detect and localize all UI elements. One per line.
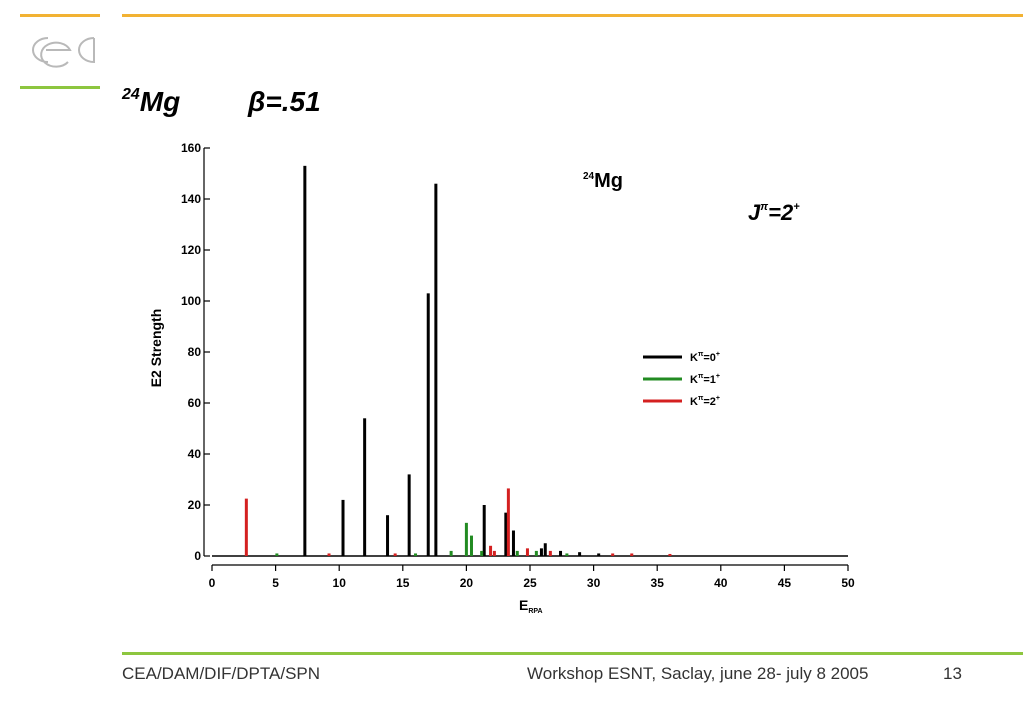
bar-0 bbox=[482, 505, 486, 556]
title-element: Mg bbox=[139, 86, 181, 117]
y-tick-label: 0 bbox=[194, 549, 201, 563]
bar-2 bbox=[489, 545, 493, 556]
y-tick-label: 40 bbox=[188, 447, 202, 461]
slide-title-beta: β=.51 bbox=[248, 86, 321, 117]
legend-value: =2 bbox=[703, 396, 716, 408]
footer-event: Workshop ESNT, Saclay, june 28- july 8 2… bbox=[527, 664, 869, 683]
x-axis-label: ERPA bbox=[519, 597, 543, 615]
top-left-rule bbox=[20, 14, 100, 17]
x-tick-label: 25 bbox=[523, 576, 537, 590]
slide-title-nucleus: 24Mg bbox=[122, 86, 180, 118]
x-tick-label: 20 bbox=[460, 576, 474, 590]
bar-0 bbox=[386, 515, 390, 556]
bar-2 bbox=[525, 548, 529, 556]
x-tick-label: 40 bbox=[714, 576, 728, 590]
title-mass-number: 24 bbox=[122, 86, 140, 103]
chart-annotation-nucleus: 24Mg bbox=[583, 170, 623, 192]
chart-annotation-jpi: Jπ=2+ bbox=[748, 200, 800, 225]
bar-2 bbox=[506, 488, 510, 556]
page-number: 13 bbox=[943, 664, 962, 683]
legend-label: Kπ=1+ bbox=[690, 373, 720, 386]
x-axis-label-sub: RPA bbox=[528, 608, 542, 615]
legend-parity: + bbox=[716, 351, 720, 358]
y-axis-label: E2 Strength bbox=[148, 309, 164, 388]
bar-1 bbox=[464, 522, 468, 556]
y-tick-label: 140 bbox=[181, 192, 201, 206]
bar-1 bbox=[480, 550, 484, 556]
x-tick-label: 45 bbox=[778, 576, 792, 590]
bar-2 bbox=[611, 553, 615, 556]
bar-2 bbox=[327, 553, 331, 556]
bar-0 bbox=[504, 512, 508, 556]
legend-sup: π bbox=[698, 351, 704, 358]
legend-label: Kπ=0+ bbox=[690, 351, 720, 364]
x-tick-label: 5 bbox=[272, 576, 279, 590]
bar-0 bbox=[543, 543, 547, 556]
y-tick-label: 80 bbox=[188, 345, 202, 359]
legend-sup: π bbox=[698, 395, 704, 402]
bar-0 bbox=[578, 552, 582, 556]
legend-name: K bbox=[690, 352, 698, 364]
bar-0 bbox=[559, 550, 563, 556]
bar-2 bbox=[630, 553, 634, 556]
footer-rule bbox=[122, 652, 1023, 655]
bar-1 bbox=[275, 553, 279, 556]
bar-0 bbox=[511, 530, 515, 556]
footer-affiliation: CEA/DAM/DIF/DPTA/SPN bbox=[122, 664, 321, 683]
bar-0 bbox=[363, 418, 367, 556]
y-tick-label: 60 bbox=[188, 396, 202, 410]
y-tick-label: 100 bbox=[181, 294, 201, 308]
jpi-value: =2 bbox=[768, 200, 794, 225]
chart-tick-labels: 0 20 40 60 80 100 120 140 160 0 5 10 15 20 25 30 35 40 45 5… bbox=[181, 141, 855, 590]
legend-value: =1 bbox=[703, 374, 716, 386]
bar-2 bbox=[244, 498, 248, 556]
y-tick-label: 120 bbox=[181, 243, 201, 257]
y-tick-label: 20 bbox=[188, 498, 202, 512]
legend-parity: + bbox=[716, 373, 720, 380]
legend-value: =0 bbox=[703, 352, 716, 364]
bar-2 bbox=[548, 550, 552, 556]
legend-label: Kπ=2+ bbox=[690, 395, 720, 408]
legend-sup: π bbox=[698, 373, 704, 380]
jpi-sup: π bbox=[760, 201, 768, 213]
bar-0 bbox=[303, 165, 307, 556]
legend-name: K bbox=[690, 374, 698, 386]
x-tick-label: 10 bbox=[333, 576, 347, 590]
bar-2 bbox=[492, 550, 496, 556]
bar-0 bbox=[407, 474, 411, 556]
bar-2 bbox=[393, 553, 397, 556]
bar-0 bbox=[426, 293, 430, 556]
x-tick-label: 35 bbox=[651, 576, 665, 590]
logo-underline-rule bbox=[20, 86, 100, 89]
x-tick-label: 0 bbox=[209, 576, 216, 590]
bar-0 bbox=[434, 183, 438, 556]
legend-name: K bbox=[690, 396, 698, 408]
bar-1 bbox=[565, 553, 569, 556]
x-tick-label: 15 bbox=[396, 576, 410, 590]
chart-legend: Kπ=0+Kπ=1+Kπ=2+ bbox=[643, 351, 720, 408]
bar-0 bbox=[597, 553, 601, 556]
chart-bars bbox=[244, 165, 672, 556]
bar-1 bbox=[515, 550, 519, 556]
x-tick-label: 30 bbox=[587, 576, 601, 590]
jpi-base: J bbox=[748, 200, 761, 225]
bar-1 bbox=[534, 550, 538, 556]
x-axis-label-main: E bbox=[519, 597, 528, 613]
bar-2 bbox=[668, 553, 672, 556]
legend-parity: + bbox=[716, 395, 720, 402]
x-tick-label: 50 bbox=[841, 576, 855, 590]
bar-1 bbox=[414, 553, 418, 556]
bar-1 bbox=[449, 550, 453, 556]
jpi-parity: + bbox=[793, 201, 800, 213]
cea-logo-icon bbox=[18, 30, 104, 75]
annotation-mass: 24 bbox=[583, 171, 595, 182]
top-rule bbox=[122, 14, 1023, 17]
y-tick-label: 160 bbox=[181, 141, 201, 155]
annotation-element: Mg bbox=[594, 170, 623, 192]
bar-0 bbox=[341, 499, 345, 556]
bar-1 bbox=[469, 535, 473, 556]
bar-0 bbox=[539, 548, 543, 556]
